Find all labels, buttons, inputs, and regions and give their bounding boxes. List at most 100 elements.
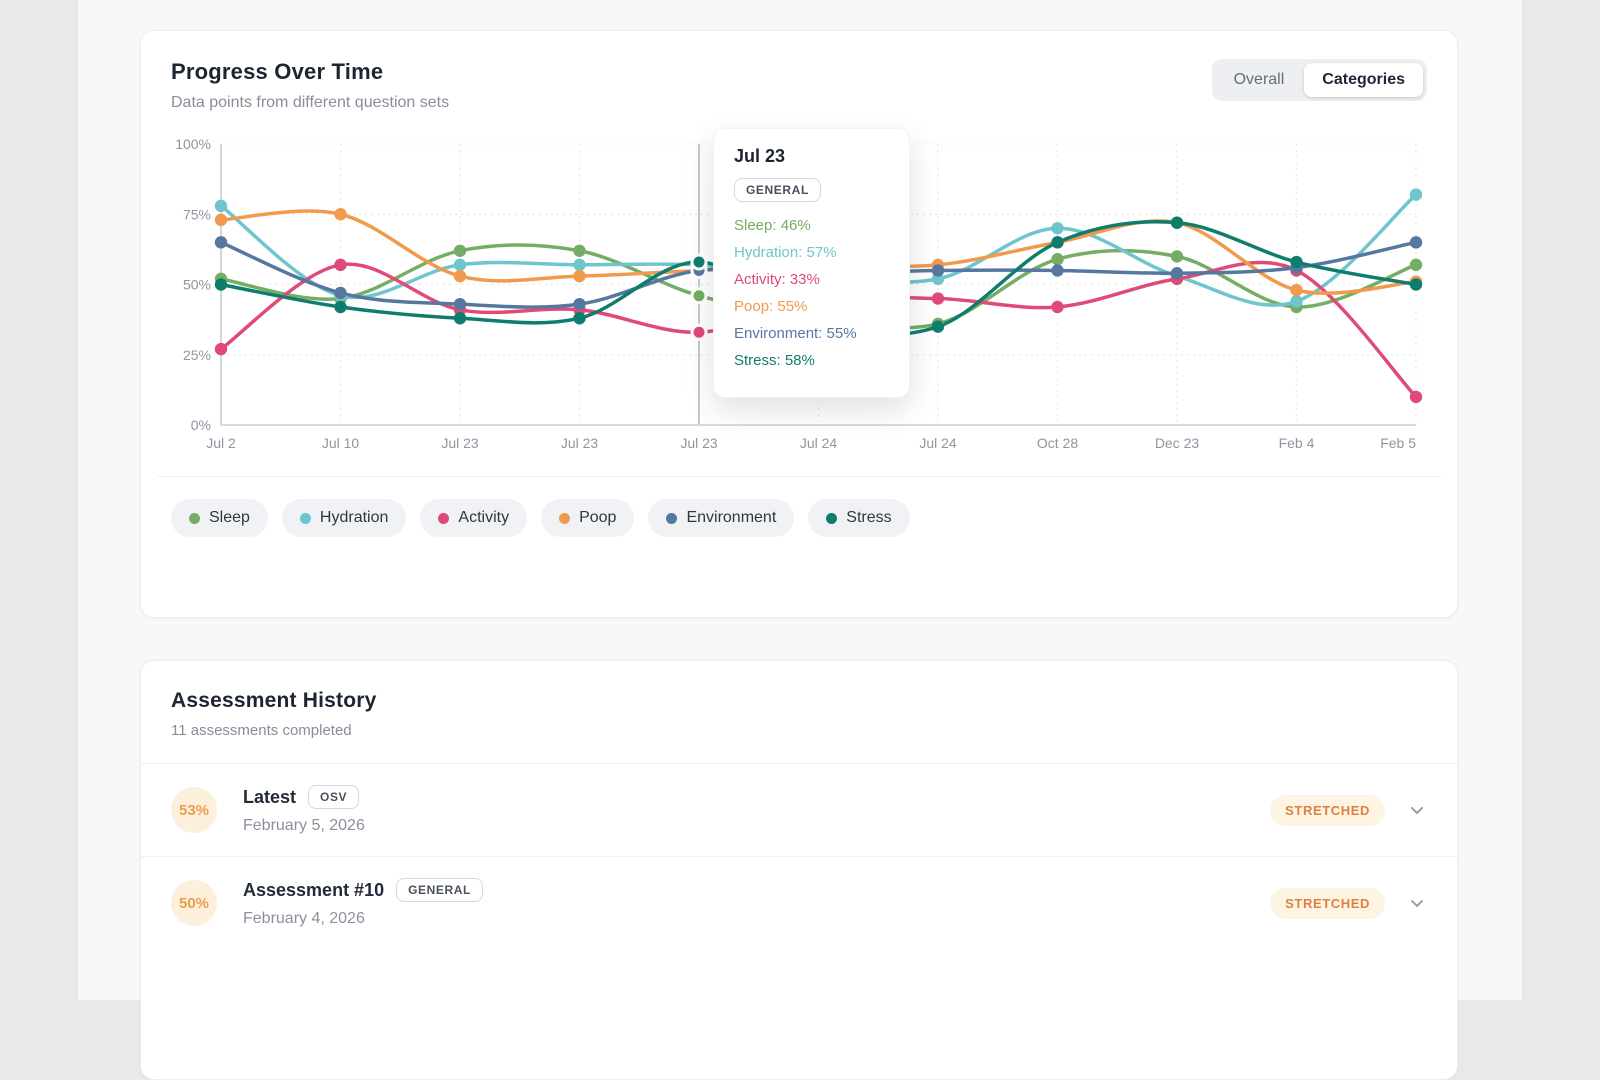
toggle-overall-button[interactable]: Overall (1216, 63, 1303, 97)
toggle-categories-button[interactable]: Categories (1304, 63, 1423, 97)
x-tick-label: Jul 24 (800, 435, 838, 451)
data-point-sleep[interactable] (1171, 250, 1183, 262)
data-point-sleep[interactable] (1051, 253, 1063, 265)
page-background: Progress Over Time Data points from diff… (78, 0, 1522, 1000)
data-point-environment[interactable] (573, 298, 585, 310)
page-subtitle: Data points from different question sets (171, 94, 449, 112)
data-point-activity[interactable] (932, 292, 944, 304)
y-tick-label: 0% (191, 417, 211, 433)
legend-color-dot-icon (826, 513, 837, 524)
data-point-hydration[interactable] (1410, 188, 1422, 200)
data-point-stress[interactable] (1171, 216, 1183, 228)
data-point-poop[interactable] (573, 270, 585, 282)
data-point-environment[interactable] (215, 236, 227, 248)
data-point-environment[interactable] (1171, 267, 1183, 279)
legend-divider (157, 476, 1441, 477)
data-point-environment[interactable] (1051, 264, 1063, 276)
tooltip-entry: Activity: 33% (734, 266, 889, 293)
status-badge: STRETCHED (1270, 888, 1385, 919)
assessment-date: February 5, 2026 (243, 817, 365, 835)
progress-card-heading: Progress Over Time Data points from diff… (171, 59, 449, 112)
data-point-sleep[interactable] (454, 245, 466, 257)
data-point-activity[interactable] (1410, 391, 1422, 403)
x-tick-label: Jul 10 (322, 435, 360, 451)
tooltip-entry: Environment: 55% (734, 320, 889, 347)
legend-color-dot-icon (666, 513, 677, 524)
data-point-activity[interactable] (334, 259, 346, 271)
y-tick-label: 50% (183, 277, 211, 293)
x-tick-label: Jul 23 (441, 435, 479, 451)
x-tick-label: Dec 23 (1155, 435, 1200, 451)
legend-item-stress[interactable]: Stress (808, 499, 909, 537)
data-point-stress[interactable] (1410, 278, 1422, 290)
tooltip-entry: Hydration: 57% (734, 239, 889, 266)
legend-item-sleep[interactable]: Sleep (171, 499, 268, 537)
history-subtitle: 11 assessments completed (171, 722, 1427, 739)
data-point-stress[interactable] (932, 320, 944, 332)
assessment-info: Latest OSV February 5, 2026 (243, 785, 365, 835)
legend-label: Environment (686, 509, 776, 527)
data-point-stress[interactable] (1290, 256, 1302, 268)
legend-label: Sleep (209, 509, 250, 527)
legend-item-poop[interactable]: Poop (541, 499, 634, 537)
data-point-poop[interactable] (1290, 284, 1302, 296)
legend-label: Stress (846, 509, 891, 527)
data-point-hydration[interactable] (1051, 222, 1063, 234)
assessment-row-latest[interactable]: 53% Latest OSV February 5, 2026 STRETCHE… (141, 763, 1457, 856)
chevron-down-icon[interactable] (1407, 800, 1427, 820)
page-title: Progress Over Time (171, 59, 449, 85)
data-point-stress[interactable] (454, 312, 466, 324)
y-tick-label: 75% (183, 206, 211, 222)
legend-item-hydration[interactable]: Hydration (282, 499, 406, 537)
x-tick-label: Jul 23 (561, 435, 599, 451)
legend-color-dot-icon (559, 513, 570, 524)
progress-over-time-card: Progress Over Time Data points from diff… (140, 30, 1458, 618)
data-point-stress[interactable] (334, 301, 346, 313)
chart-tooltip: Jul 23 GENERAL Sleep: 46%Hydration: 57%A… (713, 128, 910, 398)
tooltip-entry: Sleep: 46% (734, 212, 889, 239)
assessment-type-badge: OSV (308, 785, 359, 809)
legend-label: Activity (458, 509, 509, 527)
assessment-title: Latest (243, 787, 296, 808)
data-point-hydration[interactable] (215, 200, 227, 212)
legend-label: Poop (579, 509, 616, 527)
x-tick-label: Jul 2 (206, 435, 236, 451)
legend-item-activity[interactable]: Activity (420, 499, 527, 537)
progress-card-header: Progress Over Time Data points from diff… (171, 59, 1427, 112)
data-point-stress[interactable] (1051, 236, 1063, 248)
data-point-hydration[interactable] (573, 259, 585, 271)
assessment-date: February 4, 2026 (243, 910, 483, 928)
x-tick-label: Jul 23 (680, 435, 718, 451)
data-point-stress[interactable] (573, 312, 585, 324)
history-header: Assessment History 11 assessments comple… (141, 689, 1457, 763)
data-point-stress[interactable] (215, 278, 227, 290)
data-point-poop[interactable] (454, 270, 466, 282)
data-point-activity[interactable] (1051, 301, 1063, 313)
data-point-environment[interactable] (454, 298, 466, 310)
data-point-hydration[interactable] (454, 259, 466, 271)
tooltip-entry: Poop: 55% (734, 293, 889, 320)
chevron-down-icon[interactable] (1407, 893, 1427, 913)
data-point-stress[interactable] (692, 255, 706, 269)
assessment-type-badge: GENERAL (396, 878, 483, 902)
data-point-hydration[interactable] (1290, 295, 1302, 307)
data-point-sleep[interactable] (573, 245, 585, 257)
chart-legend: Sleep Hydration Activity Poop Environment Str… (171, 499, 1427, 537)
data-point-environment[interactable] (1410, 236, 1422, 248)
tooltip-category-badge: GENERAL (734, 178, 821, 202)
assessment-row-10[interactable]: 50% Assessment #10 GENERAL February 4, 2… (141, 856, 1457, 949)
data-point-poop[interactable] (215, 214, 227, 226)
data-point-activity[interactable] (692, 325, 706, 339)
score-badge: 50% (171, 880, 217, 926)
legend-item-environment[interactable]: Environment (648, 499, 794, 537)
data-point-environment[interactable] (932, 264, 944, 276)
tooltip-date: Jul 23 (734, 146, 889, 167)
data-point-sleep[interactable] (692, 289, 706, 303)
y-tick-label: 100% (175, 136, 211, 152)
assessment-info: Assessment #10 GENERAL February 4, 2026 (243, 878, 483, 928)
data-point-sleep[interactable] (1410, 259, 1422, 271)
data-point-environment[interactable] (334, 287, 346, 299)
data-point-activity[interactable] (215, 343, 227, 355)
data-point-poop[interactable] (334, 208, 346, 220)
